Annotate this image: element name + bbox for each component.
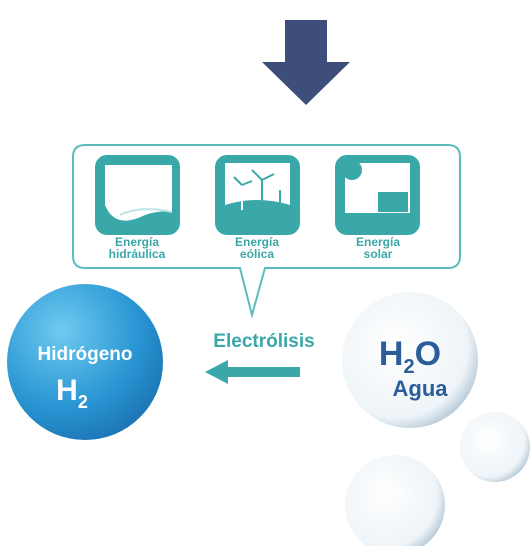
water-drop (342, 292, 478, 428)
hydrogen-sphere (7, 284, 163, 440)
panel-label: eólica (240, 247, 274, 261)
panel-label: Energía (235, 235, 279, 249)
source-name: Agua (393, 376, 449, 401)
product-symbol: H2 (56, 374, 88, 412)
panel-label: hidráulica (109, 247, 166, 261)
water-drop (460, 412, 530, 482)
down-arrow (262, 20, 350, 105)
water-drop (345, 455, 445, 546)
icon-hydro (95, 155, 180, 235)
icon-solar (335, 155, 420, 235)
panel-label: solar (364, 247, 393, 261)
panel-label: Energía (356, 235, 400, 249)
left-arrow (205, 360, 300, 384)
product-name: Hidrógeno (38, 344, 133, 365)
icon-wind (215, 155, 300, 235)
source-symbol: H2O (379, 335, 441, 378)
process-label: Electrólisis (213, 331, 314, 352)
panel-label: Energía (115, 235, 159, 249)
